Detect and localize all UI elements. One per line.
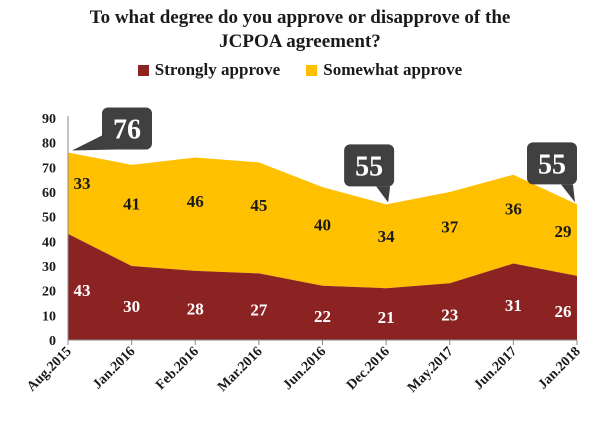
x-tick-label: Jun.2016	[280, 344, 329, 393]
legend-swatch-somewhat	[306, 64, 318, 76]
x-tick-label: Aug.2015	[24, 344, 74, 394]
y-tick-label: 30	[42, 260, 56, 275]
callout-pointer	[376, 186, 391, 203]
series-area-strongly-approve	[68, 233, 577, 340]
data-label-somewhat: 36	[505, 199, 522, 218]
x-tick-label: Jan.2018	[536, 344, 584, 392]
x-tick-label: Feb.2016	[153, 344, 202, 393]
callout-total: 55	[527, 142, 577, 203]
x-tick-label: Jun.2017	[471, 344, 520, 393]
data-label-strongly: 27	[250, 301, 268, 320]
callout-label: 55	[538, 149, 566, 180]
chart-title-line1: To what degree do you approve or disappr…	[89, 7, 511, 28]
data-label-somewhat: 46	[187, 192, 204, 211]
data-label-somewhat: 45	[250, 196, 267, 215]
data-label-strongly: 31	[505, 296, 522, 315]
data-label-strongly: 30	[123, 297, 140, 316]
series-area-somewhat-approve	[68, 152, 577, 289]
data-label-strongly: 23	[441, 306, 458, 325]
callout-total: 76	[72, 107, 152, 151]
y-tick-label: 0	[49, 334, 56, 349]
legend-swatch-strongly	[137, 64, 149, 76]
data-label-somewhat: 41	[123, 194, 140, 213]
x-tick-label: Mar.2016	[215, 344, 266, 395]
chart-title-line2: JCPOA agreement?	[219, 31, 381, 52]
y-tick-label: 40	[42, 235, 56, 250]
legend-label-somewhat: Somewhat approve	[323, 60, 463, 79]
callout-label: 76	[113, 115, 141, 146]
data-label-strongly: 26	[555, 302, 572, 321]
legend-label-strongly: Strongly approve	[154, 60, 281, 79]
data-label-somewhat: 33	[74, 174, 91, 193]
callout-pointer	[561, 184, 575, 203]
callout-total: 55	[344, 144, 395, 203]
y-tick-label: 50	[42, 211, 56, 226]
data-label-strongly: 28	[187, 299, 204, 318]
y-tick-label: 90	[42, 112, 56, 127]
data-label-somewhat: 34	[378, 227, 396, 246]
callout-label: 55	[355, 151, 383, 182]
chart-title: To what degree do you approve or disappr…	[0, 6, 600, 54]
legend: Strongly approve Somewhat approve	[0, 60, 600, 80]
x-tick-label: Jan.2016	[90, 344, 138, 392]
data-label-somewhat: 40	[314, 216, 331, 235]
x-tick-label: May.2017	[405, 344, 457, 396]
x-tick-label: Dec.2016	[344, 344, 393, 393]
legend-item-somewhat: Somewhat approve	[306, 60, 462, 80]
y-tick-label: 70	[42, 161, 56, 176]
y-tick-label: 60	[42, 186, 56, 201]
callout-box	[527, 142, 577, 185]
legend-item-strongly: Strongly approve	[137, 60, 281, 80]
data-label-somewhat: 29	[555, 222, 572, 241]
y-tick-label: 80	[42, 137, 56, 152]
data-label-strongly: 43	[74, 281, 91, 300]
data-label-strongly: 22	[314, 307, 331, 326]
callout-box	[102, 107, 152, 150]
data-label-somewhat: 37	[441, 218, 459, 237]
data-label-strongly: 21	[378, 308, 395, 327]
y-tick-label: 20	[42, 285, 56, 300]
y-tick-label: 10	[42, 309, 56, 324]
callout-box	[344, 144, 395, 187]
